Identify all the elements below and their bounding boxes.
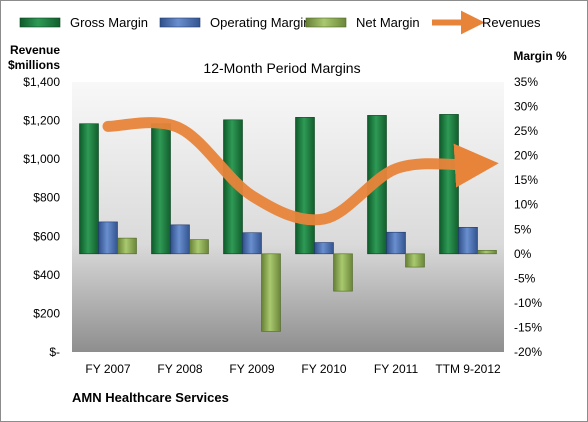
category-label: FY 2008 [157, 362, 202, 376]
right-tick-label: 0% [514, 247, 532, 261]
category-label: FY 2011 [374, 362, 419, 376]
right-tick-label: 15% [514, 173, 538, 187]
right-tick-label: -15% [514, 320, 542, 334]
bar-operating-margin [458, 227, 478, 255]
left-tick-label: $- [49, 345, 60, 359]
category-label: FY 2009 [229, 362, 274, 376]
legend-label: Revenues [482, 15, 541, 30]
legend-swatch-net-margin [305, 17, 347, 28]
right-tick-label: 5% [514, 222, 532, 236]
left-axis-title-line2: $millions [8, 58, 60, 72]
category-label: FY 2010 [301, 362, 346, 376]
bar-net-margin [477, 250, 497, 255]
bar-net-margin [261, 253, 281, 332]
chart-title: 12-Month Period Margins [203, 60, 360, 76]
left-tick-label: $1,200 [23, 114, 60, 128]
bar-operating-margin [98, 221, 118, 255]
left-tick-label: $1,000 [23, 152, 60, 166]
right-tick-label: 20% [514, 149, 538, 163]
bar-operating-margin [314, 242, 334, 255]
category-axis: FY 2007 FY 2008 FY 2009 FY 2010 FY 2011 TTM 9… [85, 362, 501, 376]
left-tick-label: $600 [33, 229, 60, 243]
bar-operating-margin [386, 231, 406, 255]
right-tick-label: -5% [514, 271, 536, 285]
legend-label: Operating Margin [210, 15, 310, 30]
left-tick-label: $800 [33, 191, 60, 205]
company-name: AMN Healthcare Services [72, 390, 229, 405]
right-axis: -20% -15% -10% -5% 0% 5% 10% 15% 20% 25% 30% 35% [514, 75, 542, 359]
right-tick-label: -10% [514, 296, 542, 310]
right-tick-label: 10% [514, 198, 538, 212]
left-tick-label: $400 [33, 268, 60, 282]
left-axis-title-line1: Revenue [10, 43, 60, 57]
revenue-series [102, 117, 499, 226]
right-tick-label: 30% [514, 100, 538, 114]
legend-label: Net Margin [356, 15, 420, 30]
bar-net-margin [333, 253, 353, 292]
category-label: FY 2007 [85, 362, 130, 376]
bar-gross-margin [295, 117, 315, 255]
bar-net-margin [117, 237, 137, 255]
category-label: TTM 9-2012 [435, 362, 501, 376]
legend-swatch-operating-margin [159, 17, 201, 28]
left-tick-label: $1,400 [23, 75, 60, 89]
right-tick-label: 35% [514, 75, 538, 89]
left-axis: $- $200 $400 $600 $800 $1,000 $1,200 $1,400 [23, 75, 60, 359]
bar-gross-margin [439, 114, 459, 255]
right-tick-label: 25% [514, 124, 538, 138]
left-tick-label: $200 [33, 306, 60, 320]
revenue-line [102, 117, 499, 226]
legend-swatch-gross-margin [19, 17, 61, 28]
right-axis-title: Margin % [513, 49, 567, 63]
legend-label: Gross Margin [70, 15, 148, 30]
bar-operating-margin [170, 224, 190, 255]
right-tick-label: -20% [514, 345, 542, 359]
bar-net-margin [189, 239, 209, 255]
bar-gross-margin [151, 123, 171, 255]
bar-net-margin [405, 253, 425, 268]
bar-operating-margin [242, 232, 262, 255]
legend: Gross Margin Operating Margin Net Margin Re… [19, 10, 541, 35]
bar-gross-margin [79, 123, 99, 255]
